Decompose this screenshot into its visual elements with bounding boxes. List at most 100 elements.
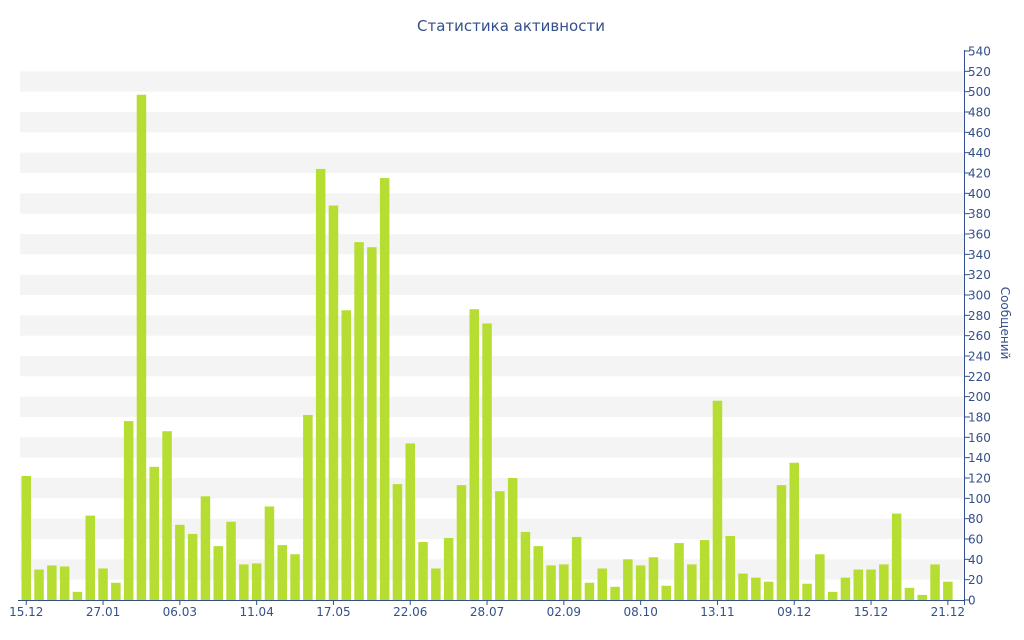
y-tick-label: 500 [968, 85, 991, 99]
y-tick-label: 420 [968, 167, 991, 181]
y-tick-label: 60 [968, 533, 983, 547]
x-tick-label: 28.07 [470, 605, 504, 619]
y-tick-label: 0 [968, 594, 976, 608]
x-tick-label: 17.05 [316, 605, 350, 619]
bar [763, 581, 774, 600]
bar [904, 587, 915, 600]
bar [507, 478, 518, 600]
bar [495, 491, 505, 600]
grid-band [20, 437, 964, 458]
bar [123, 421, 134, 600]
y-tick-label: 480 [968, 106, 991, 120]
bar [379, 178, 390, 600]
bar [431, 568, 441, 600]
bar [853, 569, 863, 600]
y-tick-label: 400 [968, 187, 991, 201]
x-tick-label: 06.03 [163, 605, 197, 619]
y-tick-label: 460 [968, 126, 991, 140]
y-tick-label: 340 [968, 248, 991, 262]
grid-bands [20, 71, 964, 580]
x-tick-label: 11.04 [239, 605, 273, 619]
bar [610, 586, 620, 600]
y-tick-label: 260 [968, 329, 991, 343]
y-tick-label: 220 [968, 370, 991, 384]
bar [635, 565, 646, 600]
bar [891, 513, 902, 600]
y-tick-label: 380 [968, 207, 991, 221]
grid-band [20, 152, 964, 173]
bar [290, 554, 300, 600]
y-tick-label: 160 [968, 431, 991, 445]
grid-band [20, 396, 964, 417]
x-tick-label: 22.06 [393, 605, 427, 619]
bar [584, 582, 595, 600]
grid-band [20, 518, 964, 539]
bar [277, 545, 287, 600]
bar [648, 557, 659, 600]
y-tick-label: 540 [968, 45, 991, 59]
bar [559, 564, 569, 600]
bar [392, 484, 403, 600]
bar [443, 537, 454, 600]
bar [827, 591, 838, 600]
bar [699, 540, 710, 600]
y-tick-label: 180 [968, 411, 991, 425]
x-tick-label: 13.11 [700, 605, 734, 619]
bar [213, 546, 223, 600]
bar [520, 531, 531, 600]
y-tick-label: 200 [968, 390, 991, 404]
bar [85, 515, 95, 600]
bar [226, 521, 236, 600]
bar [738, 573, 748, 600]
x-tick-label: 15.12 [854, 605, 888, 619]
bar [930, 564, 940, 600]
y-tick-label: 40 [968, 553, 983, 567]
y-tick-label: 80 [968, 512, 983, 526]
bar [751, 577, 761, 600]
bar [111, 582, 121, 600]
x-tick-label: 27.01 [86, 605, 120, 619]
grid-band [20, 234, 964, 255]
x-tick-label: 08.10 [623, 605, 657, 619]
bar [303, 414, 313, 600]
grid-band [20, 112, 964, 133]
bar [47, 565, 57, 600]
bar [34, 569, 44, 600]
x-tick-label: 02.09 [547, 605, 581, 619]
bar [623, 559, 633, 600]
x-axis: 15.12 27.01 06.03 11.04 17.05 22.06 28.07 02.09… [9, 600, 965, 619]
bar [456, 485, 467, 600]
bar [866, 569, 876, 600]
bar [879, 564, 889, 600]
y-tick-label: 20 [968, 573, 983, 587]
bar [367, 247, 377, 600]
grid-band [20, 274, 964, 295]
bar [661, 585, 671, 600]
bar [597, 568, 607, 600]
bar [469, 309, 479, 600]
bar [251, 563, 262, 600]
y-tick-label: 320 [968, 268, 991, 282]
grid-band [20, 356, 964, 377]
bar [687, 564, 697, 600]
bar [136, 94, 147, 600]
bar [21, 475, 31, 600]
bar [239, 564, 249, 600]
bars [21, 94, 953, 600]
bar [917, 594, 927, 600]
bar [149, 466, 159, 600]
bar [482, 323, 492, 600]
y-tick-label: 280 [968, 309, 991, 323]
bar [725, 535, 735, 600]
bar [712, 400, 723, 600]
bar [776, 485, 787, 600]
bar [815, 554, 825, 600]
bar [98, 568, 108, 600]
bar [418, 542, 428, 600]
bar [162, 431, 172, 600]
bar [354, 242, 364, 600]
bar [571, 536, 582, 600]
chart-title: Статистика активности [417, 17, 605, 35]
bar [546, 565, 556, 600]
